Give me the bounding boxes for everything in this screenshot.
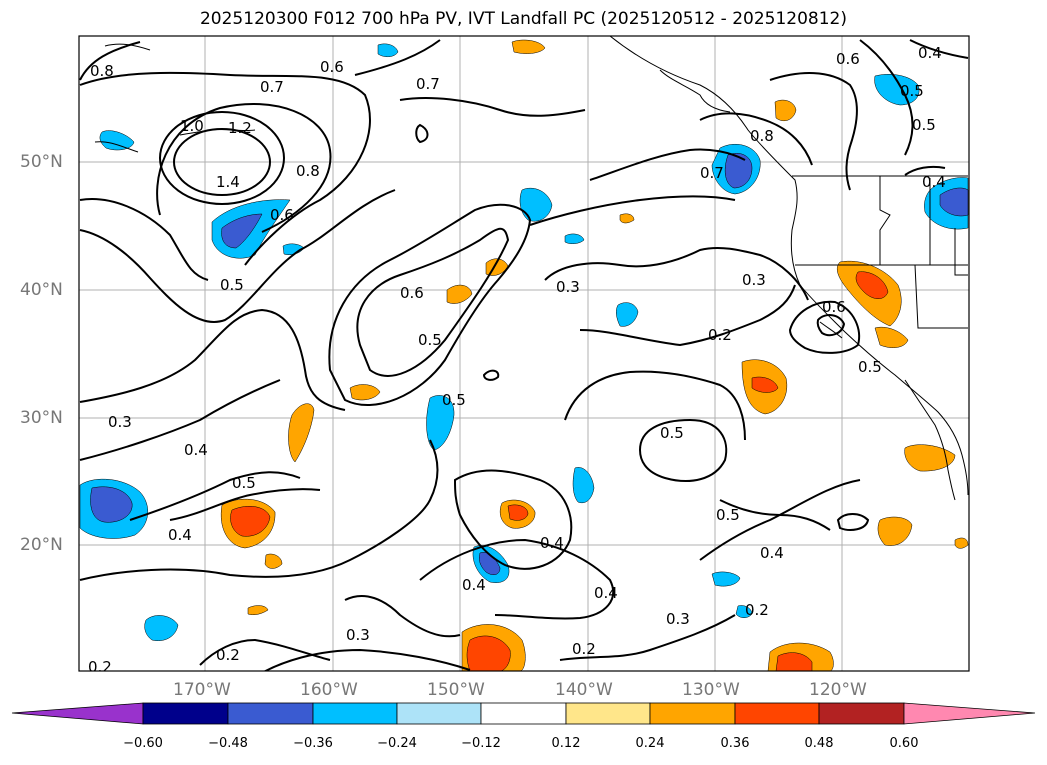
contour-label: 0.8 (296, 162, 320, 180)
contour-label: 0.8 (90, 62, 114, 80)
colorbar-tick-label: 0.36 (720, 736, 750, 751)
contour-label: 0.4 (184, 441, 208, 459)
contour-label: 0.4 (922, 173, 946, 191)
colorbar-tick-label: −0.60 (123, 736, 163, 751)
contour-label: 0.3 (108, 413, 132, 431)
colorbar-segment (396, 702, 482, 725)
pv-contours (79, 39, 969, 671)
colorbar-tick-label: 0.24 (635, 736, 665, 751)
contour-label: 0.7 (260, 78, 284, 96)
contour-label: 0.7 (416, 75, 440, 93)
lat-label: 30°N (20, 408, 63, 428)
contour-label: 0.3 (666, 610, 690, 628)
contour-label: 0.5 (912, 116, 936, 134)
contour-label: 1.2 (228, 119, 252, 137)
contour-label: 0.5 (232, 474, 256, 492)
contour-label: 0.4 (168, 526, 192, 544)
contour-label: 0.2 (88, 658, 112, 676)
contour-label: 1.0 (180, 117, 204, 135)
contour-label: 0.3 (556, 278, 580, 296)
contour-label: 0.8 (750, 127, 774, 145)
contour-label: 0.2 (708, 326, 732, 344)
positive-anomaly-shading (220, 39, 969, 671)
lon-label: 120°W (809, 680, 867, 700)
colorbar-tick-label: 0.60 (889, 736, 919, 751)
lon-label: 130°W (682, 680, 740, 700)
colorbar-tick-label: −0.36 (293, 736, 333, 751)
contour-label: 0.5 (418, 331, 442, 349)
contour-label: 0.6 (836, 50, 860, 68)
contour-label: 1.4 (216, 173, 240, 191)
lat-label: 50°N (20, 152, 63, 172)
colorbar-segment (142, 702, 229, 725)
contour-label: 0.6 (270, 206, 294, 224)
contour-label: 0.5 (442, 391, 466, 409)
contour-label: 0.4 (918, 44, 942, 62)
map-title: 2025120300 F012 700 hPa PV, IVT Landfall… (199, 9, 847, 29)
colorbar-segment (11, 702, 144, 725)
colorbar-tick-label: −0.24 (377, 736, 417, 751)
contour-label: 0.3 (346, 626, 370, 644)
contour-label: 0.6 (400, 284, 424, 302)
contour-label: 0.6 (822, 298, 846, 316)
colorbar-tick-label: −0.48 (208, 736, 248, 751)
graticule (79, 36, 969, 671)
contour-label: 0.3 (742, 271, 766, 289)
contour-label: 0.5 (716, 506, 740, 524)
contour-label: 0.2 (572, 640, 596, 658)
negative-anomaly-shading (79, 43, 969, 641)
lat-label: 40°N (20, 280, 63, 300)
colorbar-segment (227, 702, 314, 725)
map-frame (78, 35, 970, 672)
contour-label: 0.7 (700, 164, 724, 182)
colorbar-segment (565, 702, 651, 725)
lat-label: 20°N (20, 535, 63, 555)
contour-label: 0.5 (858, 358, 882, 376)
contour-label: 0.5 (660, 424, 684, 442)
coastlines (94, 36, 969, 501)
contour-label: 0.4 (760, 544, 784, 562)
colorbar-segment (480, 702, 567, 725)
contour-label: 0.5 (900, 82, 924, 100)
lon-label: 160°W (300, 680, 358, 700)
contour-label: 0.4 (462, 576, 486, 594)
colorbar-segment (903, 702, 1036, 725)
colorbar-tick-label: 0.12 (551, 736, 581, 751)
colorbar (11, 702, 1036, 725)
contour-label: 0.4 (594, 584, 618, 602)
colorbar-tick-label: −0.12 (461, 736, 501, 751)
colorbar-segment (649, 702, 736, 725)
contour-label: 0.5 (220, 276, 244, 294)
lon-label: 170°W (173, 680, 231, 700)
contour-label: 0.6 (320, 58, 344, 76)
colorbar-segment (818, 702, 905, 725)
lon-label: 140°W (555, 680, 613, 700)
colorbar-segment (734, 702, 820, 725)
colorbar-segment (312, 702, 398, 725)
contour-label: 0.4 (540, 534, 564, 552)
contour-labels: 0.8 0.7 0.7 0.6 1.0 1.2 1.4 0.8 0.6 0.5 … (88, 44, 946, 676)
contour-label: 0.2 (745, 601, 769, 619)
contour-label: 0.2 (216, 646, 240, 664)
lon-label: 150°W (427, 680, 485, 700)
colorbar-tick-label: 0.48 (804, 736, 834, 751)
